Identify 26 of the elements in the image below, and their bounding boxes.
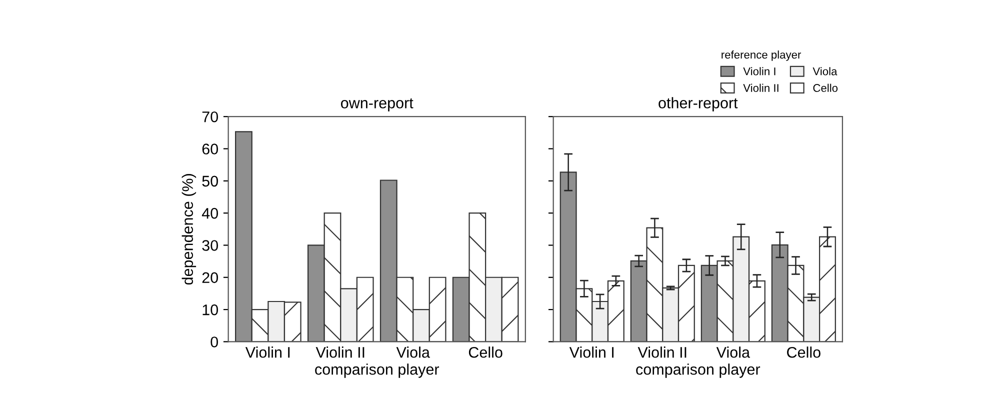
x-tick-label: Cello (787, 346, 820, 358)
y-axis-title: dependence (%) (182, 174, 196, 285)
legend-title: reference player (722, 50, 802, 61)
x-tick-label: Violin II (638, 346, 686, 358)
x-tick-label: Cello (468, 346, 502, 358)
legend-label: Violin I (743, 67, 776, 76)
x-axis-title: comparison player (315, 364, 440, 378)
y-tick-label: 30 (202, 240, 218, 251)
y-tick-label: 10 (202, 304, 218, 316)
y-tick-label: 0 (210, 336, 218, 348)
y-tick-label: 40 (202, 208, 218, 219)
y-tick-label: 70 (202, 111, 218, 122)
x-tick-label: Violin I (245, 346, 290, 358)
x-tick-label: Violin I (569, 346, 614, 358)
x-tick-label: Violin II (316, 346, 364, 358)
x-axis-title: comparison player (636, 364, 760, 378)
y-tick-label: 20 (202, 272, 218, 284)
y-tick-label: 60 (202, 144, 218, 154)
chart-title: own-report (341, 98, 414, 112)
y-tick-label: 50 (202, 176, 218, 187)
x-tick-label: Viola (396, 346, 430, 358)
legend-label: Viola (812, 67, 838, 76)
x-tick-label: Viola (716, 346, 750, 358)
legend-label: Cello (813, 84, 838, 92)
legend-label: Violin II (743, 84, 778, 92)
chart-title: other-report (658, 97, 738, 112)
